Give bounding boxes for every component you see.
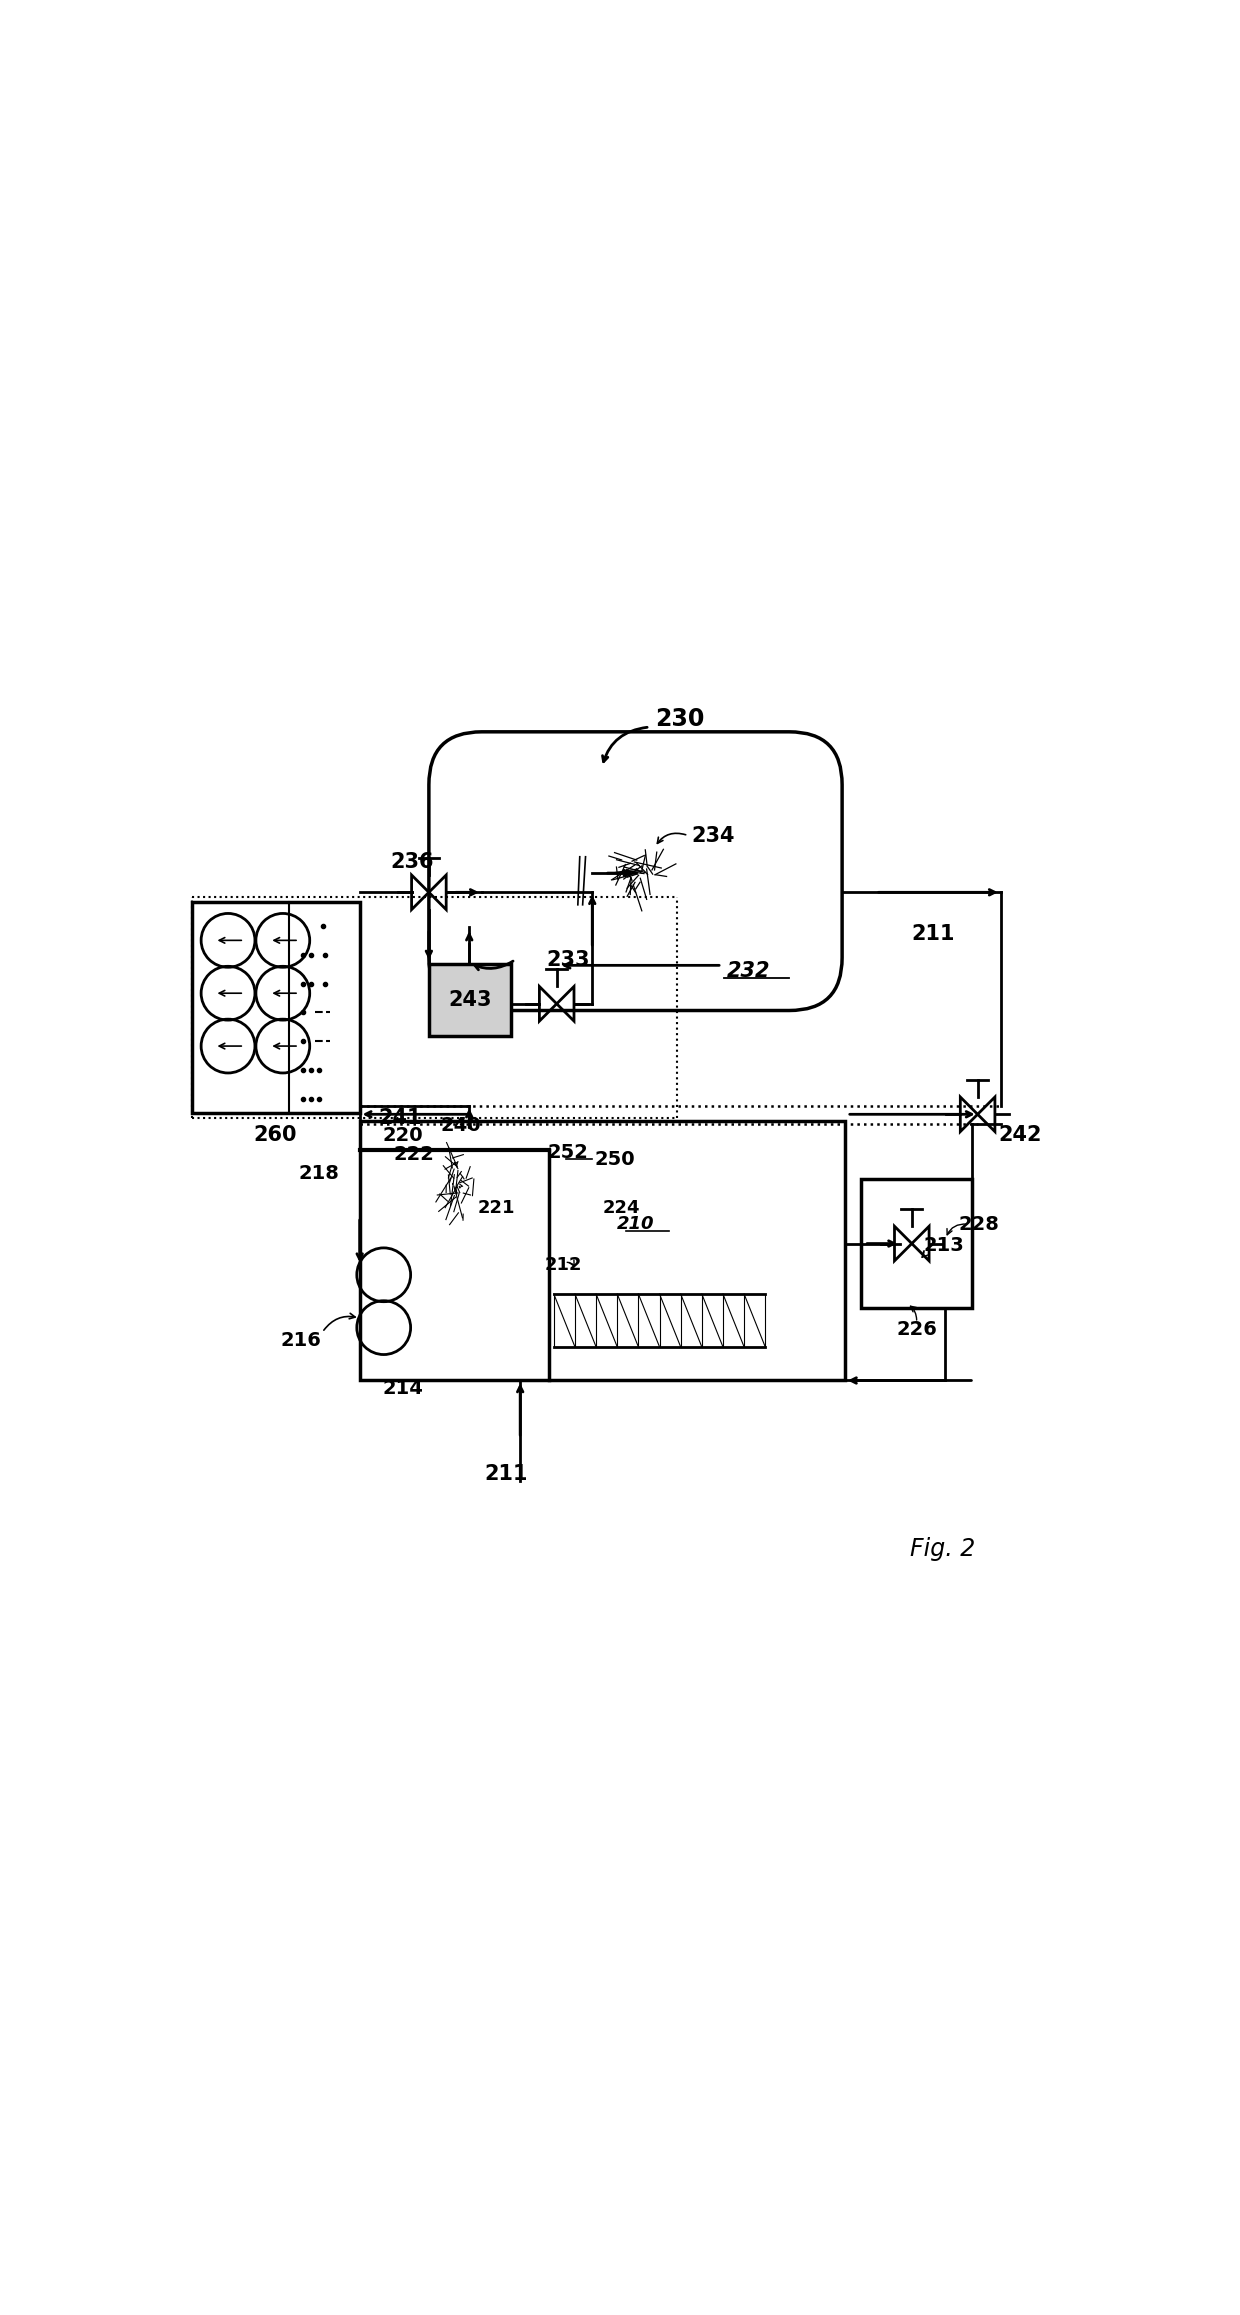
Text: 236: 236 bbox=[391, 852, 434, 870]
Bar bbox=[862, 1178, 972, 1308]
Text: 243: 243 bbox=[448, 991, 491, 1009]
Text: 218: 218 bbox=[299, 1164, 340, 1183]
Text: 212: 212 bbox=[544, 1257, 582, 1273]
Text: 234: 234 bbox=[691, 826, 735, 845]
Text: 233: 233 bbox=[547, 949, 590, 970]
Text: 211: 211 bbox=[911, 924, 955, 945]
Text: 213: 213 bbox=[924, 1236, 965, 1255]
Bar bbox=[429, 965, 511, 1037]
Text: 224: 224 bbox=[603, 1199, 640, 1215]
Text: 232: 232 bbox=[727, 961, 770, 982]
Text: 250: 250 bbox=[594, 1151, 635, 1169]
Text: 240: 240 bbox=[440, 1116, 481, 1134]
Text: 216: 216 bbox=[280, 1331, 321, 1350]
Bar bbox=[360, 1120, 844, 1380]
Text: 228: 228 bbox=[959, 1215, 999, 1234]
Text: 252: 252 bbox=[548, 1144, 589, 1162]
Text: 241: 241 bbox=[378, 1109, 422, 1127]
Text: 222: 222 bbox=[393, 1146, 434, 1164]
Bar bbox=[191, 903, 360, 1114]
Text: Fig. 2: Fig. 2 bbox=[910, 1537, 976, 1560]
Text: 260: 260 bbox=[254, 1125, 298, 1146]
Text: 226: 226 bbox=[897, 1320, 937, 1338]
Text: 210: 210 bbox=[616, 1215, 655, 1234]
Text: 221: 221 bbox=[477, 1199, 515, 1215]
Text: 211: 211 bbox=[484, 1463, 527, 1484]
Text: 220: 220 bbox=[383, 1125, 423, 1146]
Text: 214: 214 bbox=[382, 1377, 423, 1398]
Text: 230: 230 bbox=[655, 708, 704, 732]
Text: 242: 242 bbox=[998, 1125, 1043, 1146]
